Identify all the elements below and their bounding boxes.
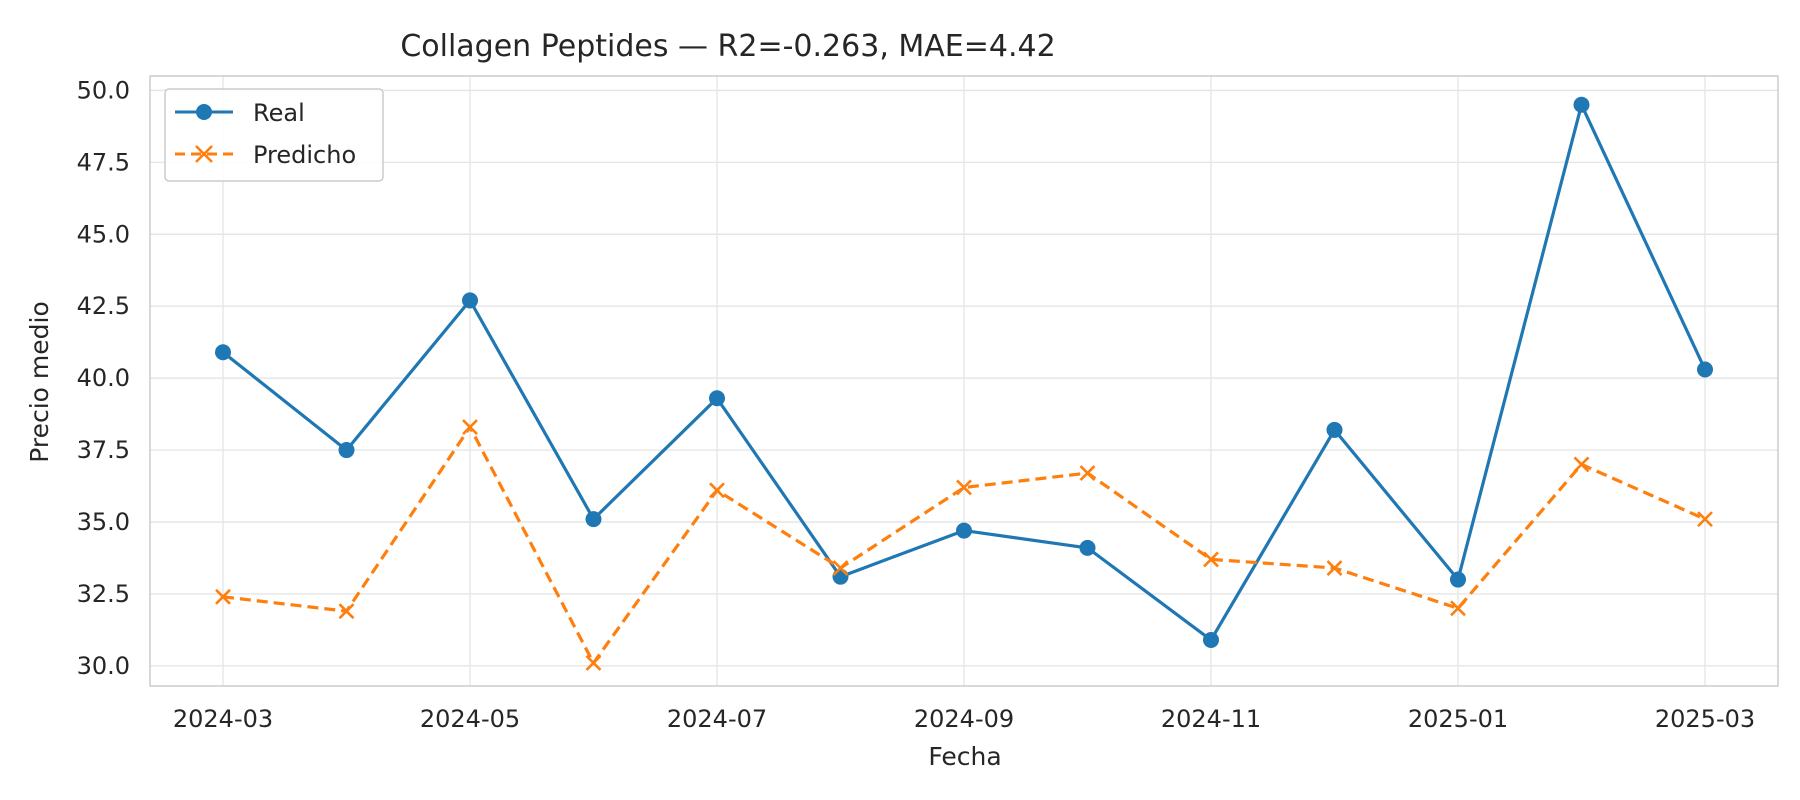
data-point-predicho bbox=[338, 603, 355, 620]
data-point-real bbox=[1079, 539, 1096, 556]
data-point-predicho bbox=[1450, 600, 1466, 617]
data-point-real bbox=[338, 442, 355, 459]
tick-labels: 30.0 32.5 35.0 37.5 40.0 42.5 45.0 47.5 50.0 2024… bbox=[77, 76, 1756, 733]
legend-real-label: Real bbox=[253, 99, 305, 127]
x-tick-label: 2025-01 bbox=[1408, 705, 1508, 733]
data-point-predicho bbox=[1573, 456, 1590, 473]
data-point-real bbox=[1573, 96, 1590, 113]
data-point-predicho bbox=[215, 588, 231, 605]
data-point-real bbox=[832, 568, 849, 585]
x-tick-label: 2024-07 bbox=[667, 705, 767, 733]
y-tick-label: 47.5 bbox=[77, 148, 130, 176]
data-point-predicho bbox=[832, 560, 849, 576]
data-point-predicho bbox=[956, 479, 972, 496]
x-tick-label: 2024-11 bbox=[1161, 705, 1261, 733]
legend-predicho-marker bbox=[195, 145, 213, 163]
y-tick-label: 45.0 bbox=[77, 220, 130, 248]
data-point-real bbox=[1326, 421, 1343, 438]
data-point-predicho bbox=[1697, 511, 1713, 528]
data-point-real bbox=[1203, 631, 1219, 648]
legend-item-real: Real bbox=[175, 99, 305, 127]
y-tick-label: 42.5 bbox=[77, 292, 130, 320]
grid bbox=[150, 76, 1778, 686]
legend-predicho-label: Predicho bbox=[253, 141, 356, 169]
data-point-real bbox=[1450, 571, 1466, 588]
data-point-real bbox=[1697, 361, 1713, 378]
data-point-predicho bbox=[1203, 551, 1219, 568]
x-tick-label: 2024-03 bbox=[173, 705, 273, 733]
x-tick-label: 2024-09 bbox=[914, 705, 1014, 733]
x-axis-label: Fecha bbox=[928, 742, 1001, 771]
data-point-real bbox=[956, 522, 972, 539]
data-point-predicho bbox=[462, 419, 478, 435]
data-point-predicho bbox=[1079, 465, 1096, 481]
y-tick-label: 35.0 bbox=[77, 508, 130, 536]
y-tick-label: 30.0 bbox=[77, 652, 130, 680]
chart-title: Collagen Peptides — R2=-0.263, MAE=4.42 bbox=[400, 29, 1055, 64]
y-tick-label: 50.0 bbox=[77, 76, 130, 104]
y-tick-label: 40.0 bbox=[77, 364, 130, 392]
legend-item-predicho: Predicho bbox=[175, 141, 356, 169]
data-point-real bbox=[585, 511, 602, 528]
legend: Real Predicho bbox=[164, 88, 384, 182]
data-point-predicho bbox=[709, 482, 725, 499]
data-point-real bbox=[215, 344, 231, 361]
series-layer bbox=[215, 96, 1713, 671]
y-tick-label: 32.5 bbox=[77, 580, 130, 608]
data-point-real bbox=[462, 292, 478, 309]
data-point-predicho bbox=[585, 655, 602, 671]
data-point-real bbox=[709, 390, 725, 407]
legend-real-marker bbox=[196, 104, 212, 120]
y-axis-label: Precio medio bbox=[25, 301, 54, 463]
y-tick-label: 37.5 bbox=[77, 436, 130, 464]
x-tick-label: 2024-05 bbox=[420, 705, 520, 733]
plot-frame bbox=[149, 75, 1779, 687]
x-tick-label: 2025-03 bbox=[1655, 705, 1755, 733]
series-predicho bbox=[215, 419, 1713, 671]
data-point-predicho bbox=[1326, 560, 1343, 576]
